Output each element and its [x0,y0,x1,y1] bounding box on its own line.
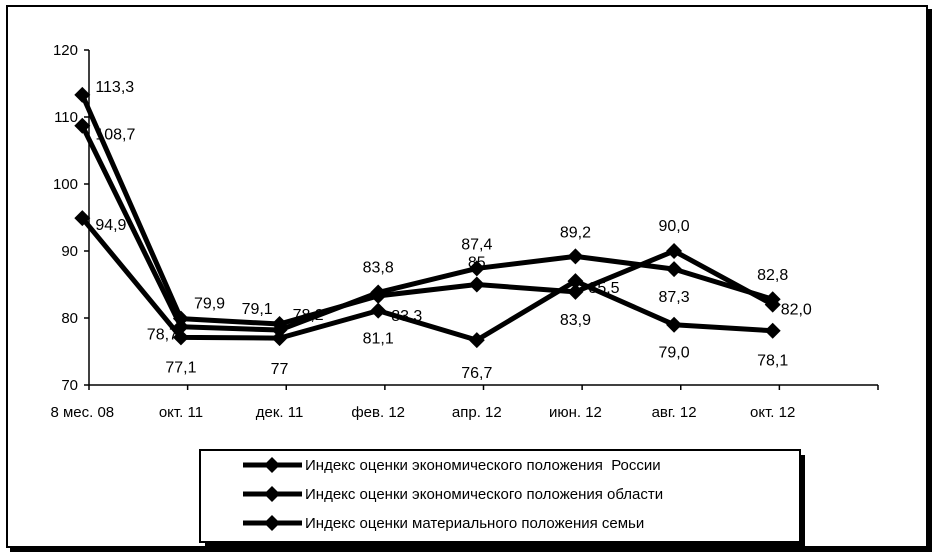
series-1-point [172,310,189,327]
series-3-data-label: 77 [271,361,289,378]
series-3-data-label: 81,1 [363,331,394,348]
series-3-data-label: 79,0 [658,345,689,362]
series-2-data-label: 87,3 [658,289,689,306]
x-tick-label: июн. 12 [549,404,602,421]
series-3-data-label: 76,7 [461,365,492,382]
frame-shadow-right [928,9,932,550]
series-1-data-label: 82,0 [781,302,812,319]
series-1-data-label: 113,3 [95,79,134,96]
series-3-point [172,329,189,346]
series-2-point [271,322,288,339]
series-1-point [468,276,485,293]
series-1-data-label: 83,9 [560,312,591,329]
x-tick-label: авг. 12 [652,404,697,421]
series-3-data-label: 77,1 [165,359,196,376]
series-2-point [172,318,189,335]
series-2-data-label: 78,2 [293,307,324,324]
series-2-point [764,291,781,308]
legend-marker-3 [264,515,280,531]
legend-label-3: Индекс оценки материального положения се… [305,515,644,532]
x-tick-label: апр. 12 [452,404,502,421]
series-1-point [666,243,683,259]
legend-marker-1 [264,457,280,473]
x-tick-label: 8 мес. 08 [50,404,114,421]
series-2-data-label: 108,7 [95,127,135,144]
y-tick-label: 70 [61,377,78,394]
series-3-data-label: 78,1 [757,353,788,370]
ticks: 70 80 90 100 110 120 8 мес. 08 окт. 11 дек. 11 фе… [50,42,879,421]
series-3-point [271,330,288,347]
data-labels: 113,3 79,9 79,1 83,3 85 83,9 90,0 82,0 108,7 78,7… [95,79,812,382]
series-line-3 [80,216,773,343]
x-tick-label: окт. 12 [750,404,795,421]
series-1-data-label: 79,1 [242,301,273,318]
series-1-point [567,283,584,300]
series-2-data-label: 87,4 [461,236,492,253]
series-1-data-label: 83,3 [391,308,422,325]
y-tick-label: 100 [53,176,78,193]
series-2-data-label: 89,2 [560,224,591,241]
series-2-point [468,260,485,277]
series-3-point [764,322,781,339]
series-1-data-label: 79,9 [194,296,225,313]
series-3-point [567,273,584,290]
x-tick-label: окт. 11 [159,404,203,421]
series-2-point [370,284,387,301]
series-1-data-label: 85 [468,255,486,272]
y-tick-label: 110 [54,109,78,126]
legend-label-1: Индекс оценки экономического положения Р… [305,457,661,474]
series-2-data-label: 78,7 [147,327,178,344]
frame-shadow-bottom [10,548,932,552]
series-line-2 [80,124,774,333]
legend-label-2: Индекс оценки экономического положения о… [305,486,663,503]
y-tick-label: 90 [61,243,78,260]
series-markers [74,86,781,349]
series-2-point [74,117,91,134]
series-2-data-label: 83,8 [363,260,394,277]
series-1-point [74,86,91,103]
x-tick-label: фев. 12 [351,404,405,421]
y-tick-label: 80 [61,310,78,327]
series-3-point [74,210,91,227]
legend: Индекс оценки экономического положения Р… [199,449,805,547]
x-tick-label: дек. 11 [256,404,304,421]
series-3-point [370,302,387,319]
series-3-point [666,316,683,333]
series-lines [80,93,774,343]
series-3-data-label: 85,5 [588,280,619,297]
series-2-data-label: 82,8 [757,267,788,284]
series-2-point [666,261,683,278]
series-1-data-label: 90,0 [658,218,689,235]
series-line-1 [80,93,774,327]
series-3-point [468,332,485,349]
y-tick-label: 120 [53,42,78,59]
legend-marker-2 [264,486,280,502]
series-2-point [567,248,584,265]
series-3-data-label: 94,9 [95,217,126,234]
